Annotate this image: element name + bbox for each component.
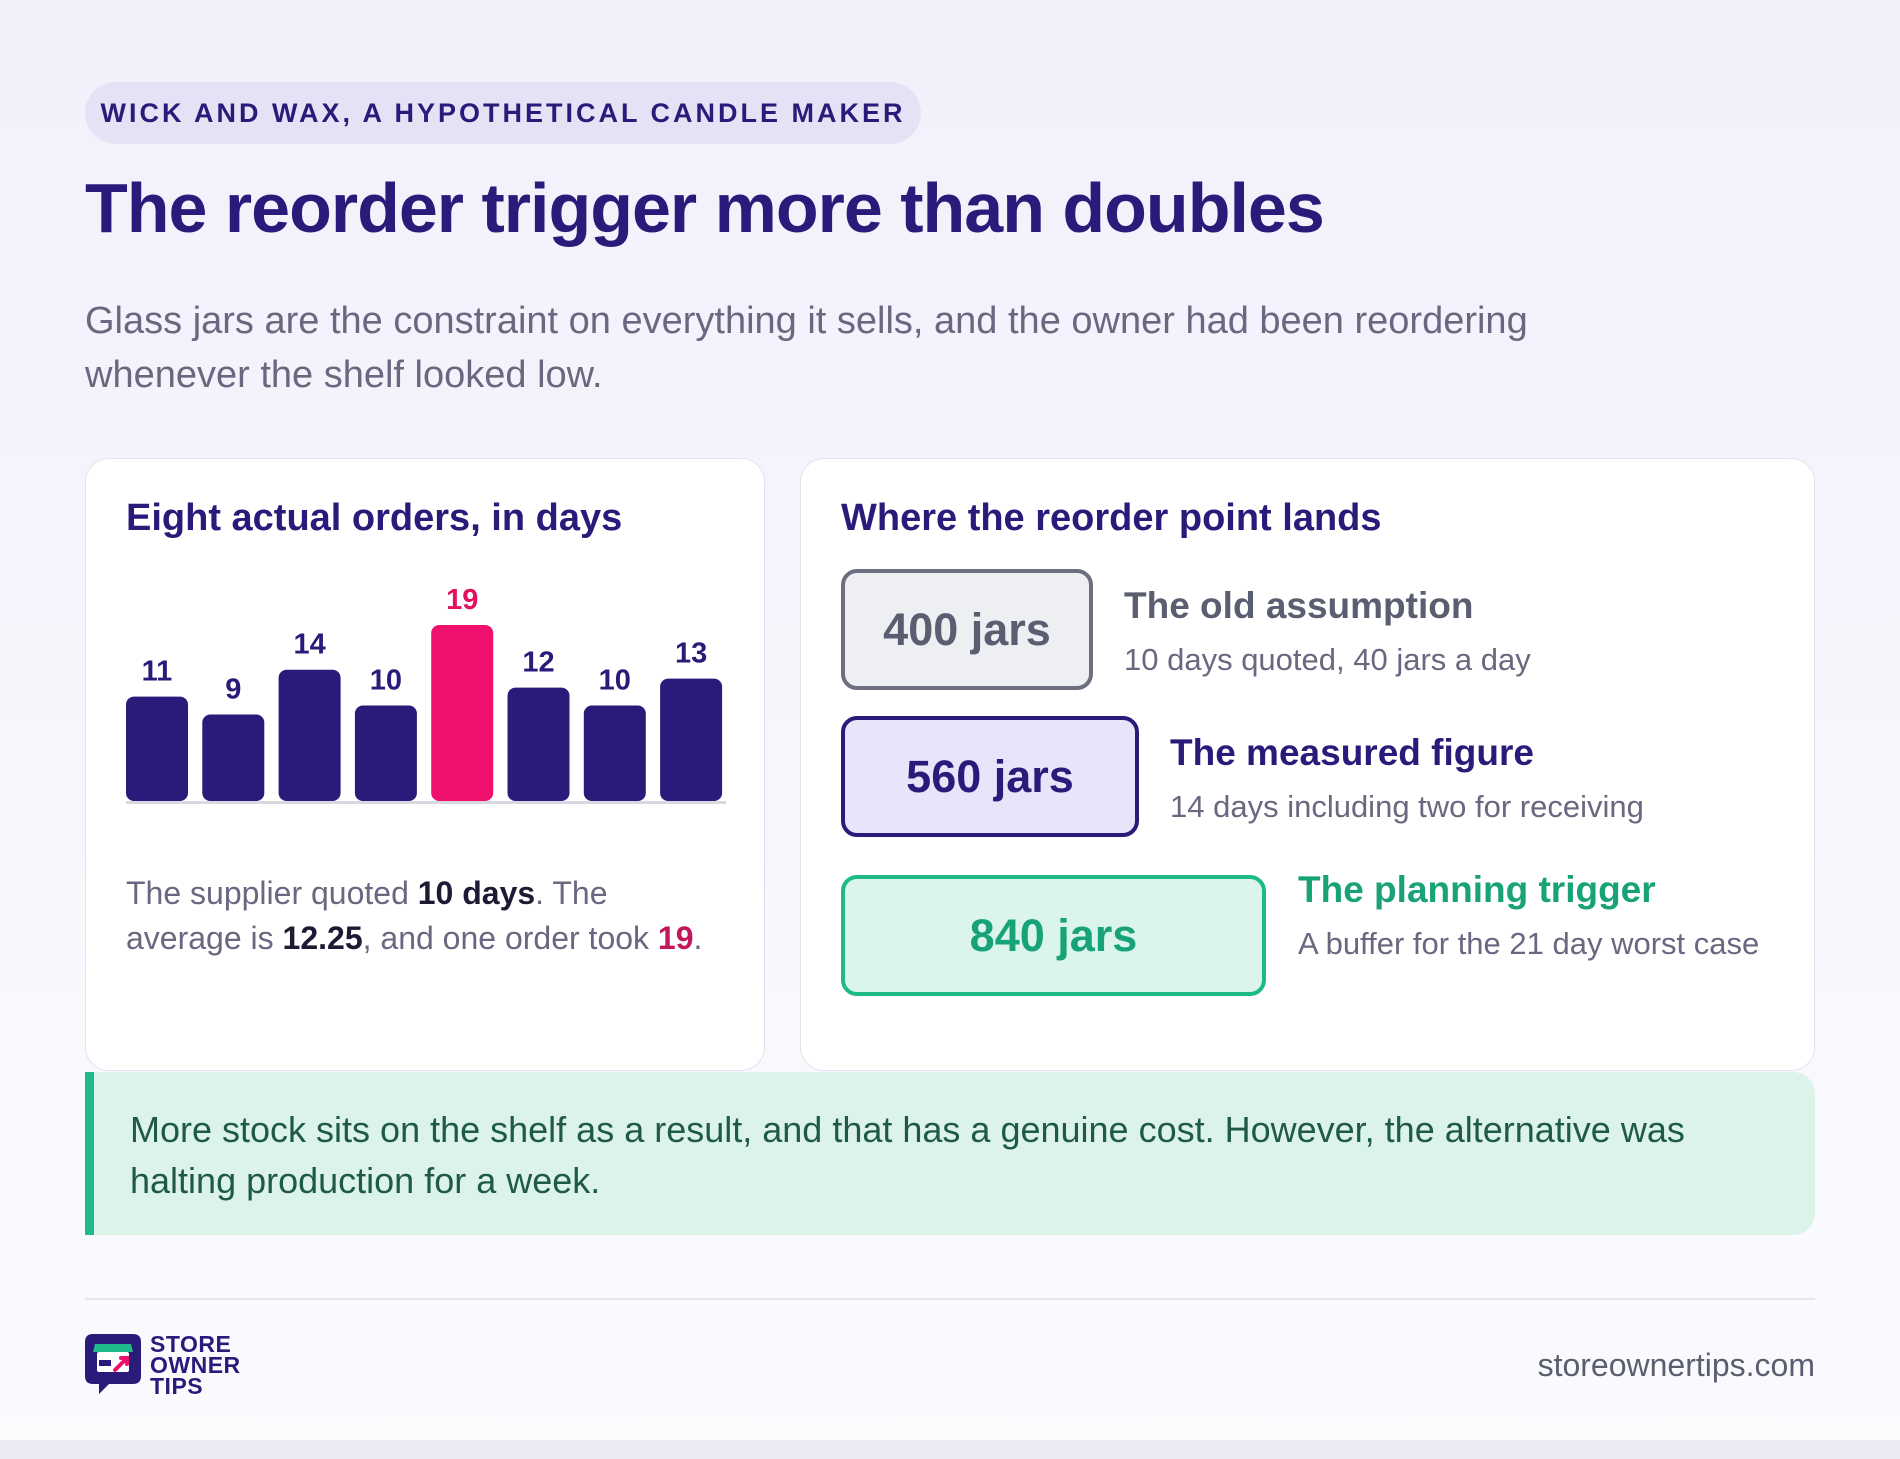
- measured-figure-value-box: 560 jars: [841, 716, 1139, 837]
- bar: [354, 705, 417, 801]
- bar-value-label: 14: [293, 629, 325, 661]
- bar-value-label: 13: [675, 638, 707, 670]
- chart-baseline: [126, 801, 726, 804]
- reorder-card-title: Where the reorder point lands: [841, 497, 1382, 539]
- planning-trigger-value: 840 jars: [969, 909, 1138, 961]
- site-domain: storeownertips.com: [1537, 1347, 1815, 1383]
- measured-figure-detail: 14 days including two for receiving: [1170, 789, 1644, 824]
- eyebrow-text: WICK AND WAX, A HYPOTHETICAL CANDLE MAKE…: [100, 97, 906, 128]
- measured-figure-heading: The measured figure: [1170, 732, 1534, 773]
- bar: [660, 678, 723, 801]
- caption-average: 12.25: [282, 920, 363, 956]
- orders-chart-card: Eight actual orders, in days 11 9 14 10 19 12…: [85, 458, 765, 1071]
- old-assumption-value: 400 jars: [883, 603, 1051, 655]
- callout-note: More stock sits on the shelf as a result…: [85, 1072, 1815, 1235]
- bar-highlight: [431, 625, 494, 801]
- eyebrow-badge: WICK AND WAX, A HYPOTHETICAL CANDLE MAKE…: [85, 82, 921, 144]
- planning-trigger-detail: A buffer for the 21 day worst case: [1298, 926, 1760, 961]
- caption-quoted-days: 10 days: [417, 875, 536, 911]
- caption-text-3: , and one order took: [362, 920, 658, 956]
- chart-title: Eight actual orders, in days: [126, 497, 623, 539]
- old-assumption-heading: The old assumption: [1124, 585, 1474, 626]
- lede-text: Glass jars are the constraint on everyth…: [85, 300, 1528, 396]
- old-assumption-detail: 10 days quoted, 40 jars a day: [1124, 642, 1531, 677]
- caption-text-1: The supplier quoted: [126, 875, 418, 911]
- orders-bar-chart: 11 9 14 10 19 12 10 13: [126, 584, 726, 804]
- callout-text: More stock sits on the shelf as a result…: [130, 1109, 1685, 1201]
- brand-line-1: STORE: [150, 1331, 232, 1357]
- brand-line-2: OWNER: [150, 1352, 241, 1378]
- chart-caption: The supplier quoted 10 days. The average…: [126, 871, 726, 961]
- storefront-chat-icon: [85, 1334, 141, 1394]
- planning-trigger-heading: The planning trigger: [1298, 869, 1656, 910]
- bar-value-label: 10: [370, 665, 402, 697]
- bar-value-label: 19: [446, 584, 478, 616]
- bar: [278, 669, 341, 801]
- caption-text-4: .: [693, 920, 703, 956]
- footer-divider: [85, 1298, 1815, 1300]
- old-assumption-value-box: 400 jars: [841, 569, 1093, 690]
- bar-value-label: 9: [225, 673, 241, 705]
- bar-value-label: 10: [599, 665, 631, 697]
- brand-line-3: TIPS: [150, 1373, 204, 1399]
- page-title: The reorder trigger more than doubles: [85, 169, 1325, 247]
- bar-value-label: 11: [142, 656, 173, 688]
- planning-trigger-value-box: 840 jars: [841, 875, 1266, 996]
- caption-text-2: . The average is: [126, 875, 608, 956]
- brand-wordmark: STORE OWNER TIPS: [150, 1331, 241, 1399]
- bottom-band: [0, 1440, 1900, 1459]
- measured-figure-value: 560 jars: [906, 750, 1074, 802]
- bar: [507, 687, 570, 801]
- bar: [202, 714, 265, 801]
- caption-max-order: 19: [657, 920, 694, 956]
- bar: [126, 696, 188, 801]
- bar-value-label: 12: [522, 647, 554, 679]
- reorder-point-card: Where the reorder point lands 400 jars T…: [800, 458, 1815, 1071]
- bar: [583, 705, 646, 801]
